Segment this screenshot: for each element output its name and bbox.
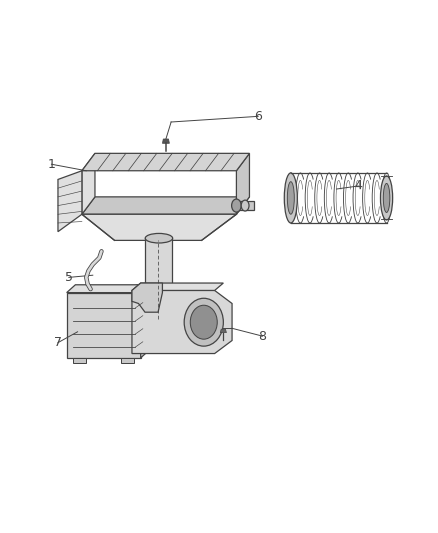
Polygon shape xyxy=(145,238,173,312)
Polygon shape xyxy=(82,154,95,214)
Ellipse shape xyxy=(145,308,173,317)
Polygon shape xyxy=(132,283,223,290)
Ellipse shape xyxy=(241,200,249,211)
Ellipse shape xyxy=(232,199,241,212)
Ellipse shape xyxy=(190,305,217,339)
Polygon shape xyxy=(162,139,170,143)
Polygon shape xyxy=(58,171,82,232)
Ellipse shape xyxy=(284,173,297,223)
Text: 4: 4 xyxy=(354,180,362,192)
Polygon shape xyxy=(132,290,232,353)
Ellipse shape xyxy=(184,298,223,346)
Polygon shape xyxy=(237,201,254,210)
Text: 5: 5 xyxy=(65,271,73,284)
Polygon shape xyxy=(121,358,134,363)
Ellipse shape xyxy=(383,183,390,213)
Ellipse shape xyxy=(287,182,294,214)
Polygon shape xyxy=(82,197,250,214)
Ellipse shape xyxy=(145,233,173,243)
Polygon shape xyxy=(73,358,86,363)
Polygon shape xyxy=(132,283,162,312)
Polygon shape xyxy=(141,285,149,358)
Text: 8: 8 xyxy=(258,329,266,343)
Polygon shape xyxy=(117,284,145,312)
Ellipse shape xyxy=(381,176,392,220)
Polygon shape xyxy=(82,154,250,171)
Polygon shape xyxy=(220,329,226,333)
Polygon shape xyxy=(237,154,250,214)
Polygon shape xyxy=(67,293,141,358)
Polygon shape xyxy=(82,214,237,240)
Polygon shape xyxy=(67,285,149,293)
Text: 1: 1 xyxy=(47,158,55,171)
Text: 6: 6 xyxy=(254,110,262,123)
Text: 7: 7 xyxy=(54,336,62,349)
